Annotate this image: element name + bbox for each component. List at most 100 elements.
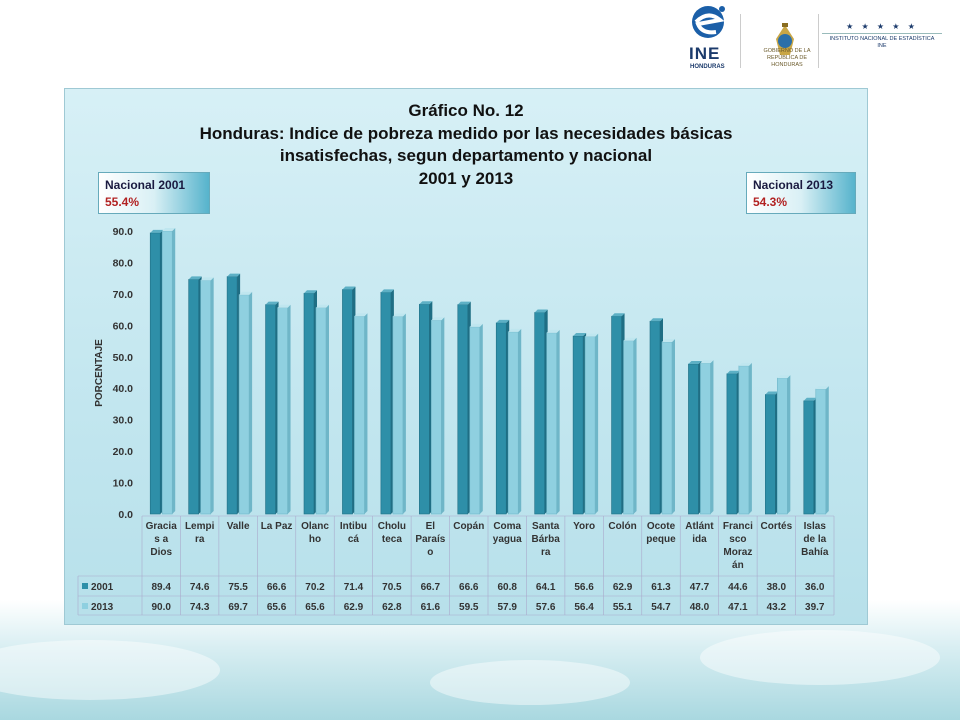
data-label-2001: 70.5 [382, 582, 402, 593]
data-label-2001: 38.0 [767, 582, 787, 593]
category-label: Cortés [760, 521, 792, 532]
data-label-2013: 59.5 [459, 602, 479, 613]
bar-top-2013 [508, 328, 522, 332]
category-label: Dios [150, 547, 172, 558]
bar-top-2001 [611, 313, 625, 317]
data-label-2013: 74.3 [190, 602, 210, 613]
bar-top-2001 [265, 301, 279, 305]
bar-2001 [303, 292, 315, 515]
category-label: s a [154, 534, 168, 545]
bar-2013 [392, 316, 404, 515]
data-label-2001: 75.5 [228, 582, 248, 593]
bar-top-2001 [304, 290, 317, 294]
bar-2013 [469, 326, 481, 515]
data-label-2013: 54.7 [651, 602, 671, 613]
category-label: peque [646, 534, 676, 545]
bar-2013 [584, 336, 596, 515]
bar-2001 [495, 322, 507, 515]
bar-top-2001 [688, 361, 702, 365]
bar-top-2013 [239, 291, 253, 295]
y-tick-label: 70.0 [113, 289, 134, 301]
government-logo-text: GOBIERNO DE LA REPÚBLICA DE HONDURAS [763, 48, 811, 68]
y-axis-label: PORCENTAJE [94, 339, 105, 407]
bar-2001 [457, 304, 469, 515]
data-label-2001: 56.6 [574, 582, 594, 593]
bar-top-2001 [726, 370, 740, 374]
category-label: ra [541, 547, 551, 558]
bar-top-2001 [188, 276, 202, 280]
bar-top-2013 [354, 313, 368, 317]
y-tick-label: 0.0 [118, 509, 133, 521]
bar-2001 [726, 373, 738, 515]
bar-top-2013 [431, 317, 445, 321]
category-label: ho [309, 534, 321, 545]
bar-side-2013 [479, 323, 483, 514]
bar-top-2013 [469, 323, 483, 327]
chart-title-line: Honduras: Indice de pobreza medido por l… [199, 123, 733, 143]
category-label: Cholu [378, 521, 406, 532]
background-blob [700, 630, 940, 685]
bar-2013 [315, 307, 327, 515]
data-label-2013: 39.7 [805, 602, 825, 613]
category-label: Intibu [340, 521, 367, 532]
bar-2001 [649, 320, 661, 515]
national-2001-callout: Nacional 2001 55.4% [98, 172, 210, 214]
category-label: ida [692, 534, 707, 545]
header-logos: INE HONDURAS GOBIERNO DE LA REPÚBLICA DE… [684, 4, 954, 76]
bar-2013 [661, 341, 673, 515]
bar-side-2013 [710, 360, 714, 514]
data-label-2013: 65.6 [267, 602, 287, 613]
data-label-2013: 57.6 [536, 602, 556, 613]
y-tick-label: 50.0 [113, 352, 134, 364]
y-tick-label: 30.0 [113, 415, 134, 427]
ine-logo-subtext: HONDURAS [690, 64, 725, 70]
bar-top-2001 [380, 289, 394, 293]
bar-top-2013 [316, 304, 329, 308]
category-label: ra [195, 534, 205, 545]
legend-key-2001 [82, 583, 88, 589]
bar-2001 [688, 363, 699, 515]
category-label: Moraz [723, 547, 752, 558]
bar-2001 [188, 279, 199, 515]
category-label: La Paz [261, 521, 293, 532]
y-tick-label: 80.0 [113, 257, 134, 269]
category-label: Atlánt [685, 521, 714, 532]
bar-2013 [354, 315, 365, 515]
category-label: de la [803, 534, 826, 545]
bar-2001 [611, 315, 622, 515]
data-label-2001: 61.3 [651, 582, 671, 593]
national-2013-callout: Nacional 2013 54.3% [746, 172, 856, 214]
divider [740, 14, 741, 68]
y-tick-label: 90.0 [113, 226, 134, 238]
bar-side-2013 [287, 304, 291, 514]
bar-side-2013 [748, 362, 752, 514]
bar-2013 [738, 365, 750, 515]
chart-title-line: 2001 y 2013 [418, 168, 514, 188]
bar-side-2013 [364, 313, 368, 514]
bar-2001 [380, 292, 392, 515]
data-label-2001: 74.6 [190, 582, 210, 593]
category-label: Ocote [647, 521, 676, 532]
bar-top-2013 [200, 277, 214, 281]
bar-2013 [507, 331, 519, 515]
bar-2013 [277, 307, 288, 515]
y-tick-label: 40.0 [113, 383, 134, 395]
bar-2013 [200, 280, 211, 515]
bar-top-2001 [803, 397, 817, 401]
legend-label-2013: 2013 [91, 602, 114, 613]
bar-2013 [700, 362, 711, 515]
category-label: Gracia [146, 521, 178, 532]
bar-top-2001 [227, 273, 241, 277]
category-label: Paraís [415, 534, 445, 545]
bar-side-2013 [210, 277, 214, 514]
bar-2013 [777, 377, 788, 515]
category-label: teca [382, 534, 402, 545]
data-label-2013: 55.1 [613, 602, 633, 613]
bar-2013 [546, 332, 557, 515]
coat-of-arms-icon [776, 23, 794, 55]
category-label: El [426, 521, 436, 532]
bar-2013 [238, 294, 250, 515]
category-label: cá [348, 534, 360, 545]
institute-name: INSTITUTO NACIONAL DE ESTADÍSTICA [829, 36, 935, 42]
bar-side-2013 [249, 291, 253, 514]
